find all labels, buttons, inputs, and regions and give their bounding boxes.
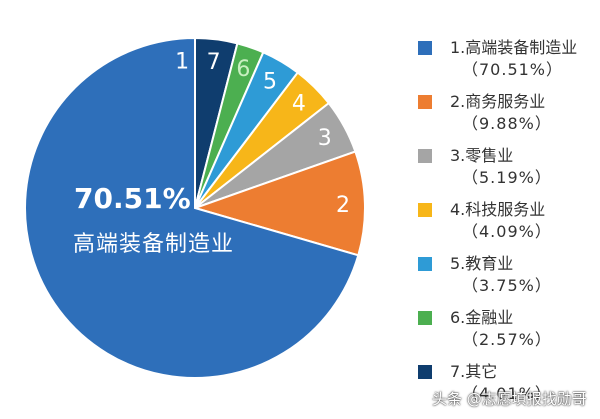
callout-label: 高端装备制造业 [73,232,235,257]
legend-swatch-5 [418,257,432,271]
legend-value: （3.75%） [462,276,552,295]
legend-label: 7.其它 [450,362,498,381]
slice-number-label: 4 [292,92,306,117]
legend-label: 2.商务服务业 [450,92,546,111]
pie-slice-2 [191,150,366,257]
legend-swatch-3 [418,149,432,163]
legend-label: 3.零售业 [450,146,514,165]
legend-value: （2.57%） [462,330,552,349]
slice-number-label: 3 [318,126,332,151]
legend-item: 5.教育业 （3.75%） [418,254,598,308]
slice-number-label: 6 [236,57,250,82]
slice-number-label: 2 [336,193,350,218]
pie-slice-1 [24,36,360,379]
legend-value: （5.19%） [462,168,552,187]
legend-swatch-6 [418,311,432,325]
legend-item: 3.零售业 （5.19%） [418,146,598,200]
legend-label: 6.金融业 [450,308,514,327]
legend-label: 4.科技服务业 [450,200,546,219]
legend-item: 6.金融业 （2.57%） [418,308,598,362]
legend-item: 1.高端装备制造业 （70.51%） [418,38,598,92]
legend-swatch-1 [418,41,432,55]
legend-item: 4.科技服务业 （4.09%） [418,200,598,254]
legend-value: （4.01%） [462,384,552,403]
callout-percent: 70.51% [74,182,191,215]
slice-number-label: 5 [263,69,277,94]
slice-number-label: 1 [175,50,189,75]
legend-swatch-7 [418,365,432,379]
legend-swatch-2 [418,95,432,109]
legend-label: 1.高端装备制造业 [450,38,578,57]
legend-value: （70.51%） [462,60,564,79]
legend-item: 7.其它 （4.01%） [418,362,598,416]
legend-value: （9.88%） [462,114,552,133]
legend-label: 5.教育业 [450,254,514,273]
legend-value: （4.09%） [462,222,552,241]
legend-swatch-4 [418,203,432,217]
watermark: 头条 @志愿填报找勋哥 [432,390,587,408]
legend: 1.高端装备制造业 （70.51%） 2.商务服务业 （9.88%） 3.零售业… [418,38,598,416]
legend-item: 2.商务服务业 （9.88%） [418,92,598,146]
slice-number-label: 7 [207,50,221,75]
